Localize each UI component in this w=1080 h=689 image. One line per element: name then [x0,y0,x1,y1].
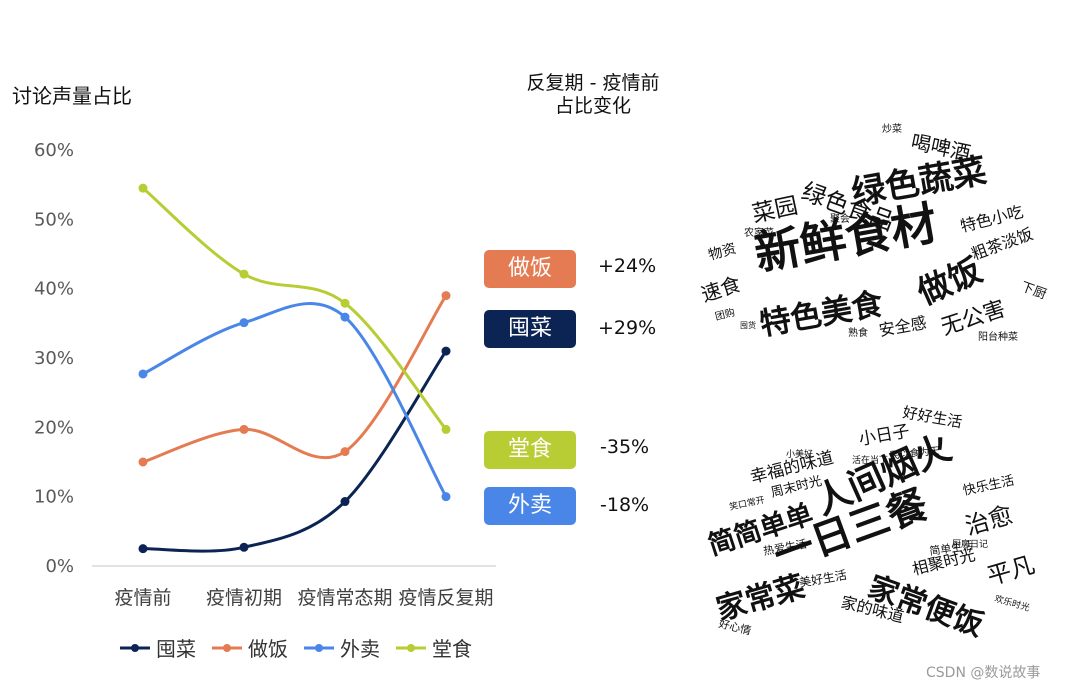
cloud-word: 囤货 [740,320,756,330]
change-panel-title: 反复期 - 疫情前 占比变化 [498,72,688,118]
word-cloud-top: 新鲜食材 绿色蔬菜 特色美食 做饭 绿色食品 喝啤酒 菜园 无公害 速食 特色小… [698,123,1049,343]
data-point [239,269,249,279]
legend-label: 囤菜 [156,637,196,661]
data-point [138,369,148,379]
legend-label: 堂食 [432,637,472,661]
cloud-word: 熟食 [848,326,868,339]
delta-takeout: -18% [600,494,650,516]
line-chart: 0% 10% 20% 30% 40% 50% 60% 疫情前 疫情初期 疫情常态期 疫情反复期 [34,140,496,609]
legend-item-dine-in: 堂食 [394,633,472,662]
y-axis-ticks: 0% 10% 20% 30% 40% 50% 60% [34,140,74,577]
y-axis-title: 讨论声量占比 [12,84,132,108]
cloud-word: 团购 [714,305,737,322]
data-point [340,497,350,507]
x-tick-label: 疫情常态期 [297,587,392,609]
legend-marker-icon [120,643,150,652]
watermark: CSDN @数说故事 [926,665,1041,681]
badge-dine-in: 堂食 [484,431,576,469]
cloud-word: 小美好 [786,448,813,460]
legend-label: 外卖 [340,637,380,661]
cloud-word: 安全感 [877,313,928,340]
data-point [340,447,350,457]
x-tick-label: 疫情前 [114,587,171,609]
cloud-word: 炒菜 [882,123,902,135]
cloud-word: 阳台种菜 [978,330,1018,343]
data-point [239,542,249,552]
delta-cooking: +24% [598,255,657,277]
data-point [441,492,451,502]
y-tick-label: 10% [34,487,74,508]
series-line [142,302,448,498]
cloud-word: 治愈 [962,501,1016,541]
cloud-word: 活在当下 [852,454,888,466]
series-line [142,186,448,431]
data-point [239,318,249,328]
change-title-line1: 反复期 - 疫情前 [526,72,660,94]
data-point [441,346,451,356]
cloud-word: 聚会 [830,212,850,225]
data-point [138,457,148,467]
cloud-word: 欢乐时光 [993,592,1031,613]
cloud-word: 笑口常开 [728,494,766,513]
data-point [340,312,350,322]
legend-marker-icon [212,643,242,652]
y-tick-label: 50% [34,209,74,230]
data-point [340,298,350,308]
word-cloud-bottom: 一日三餐 人间烟火 简简单单 家常菜 家常便饭 治愈 平凡 幸福的味道 小日子 … [704,403,1038,640]
cloud-word: 厨房日记 [952,538,988,550]
series-line [142,294,448,464]
badge-stockpiling: 囤菜 [484,310,576,348]
cloud-word: 好好生活 [901,403,963,431]
delta-dine-in: -35% [600,436,650,458]
series-lines [138,183,451,554]
legend-label: 做饭 [248,637,288,661]
legend-item-cooking: 做饭 [210,633,288,662]
cloud-word: 简单生活 [928,538,974,558]
chart-legend: 囤菜 做饭 外卖 堂食 [118,633,472,662]
y-tick-label: 40% [34,279,74,300]
data-point [441,424,451,434]
legend-item-takeout: 外卖 [302,633,380,662]
y-tick-label: 20% [34,417,74,438]
y-tick-label: 30% [34,348,74,369]
legend-marker-icon [396,643,426,652]
cloud-word: 快乐生活 [962,473,1016,498]
data-point [441,291,451,301]
legend-marker-icon [304,643,334,652]
x-tick-label: 疫情初期 [206,587,282,609]
cloud-word: 平凡 [984,551,1038,591]
x-tick-label: 疫情反复期 [398,587,493,609]
y-tick-label: 60% [34,140,74,161]
cloud-word: 农家菜 [744,226,774,239]
delta-stockpiling: +29% [598,317,657,339]
legend-item-stockpiling: 囤菜 [118,633,196,662]
x-axis-ticks: 疫情前 疫情初期 疫情常态期 疫情反复期 [114,587,493,609]
data-point [138,183,148,193]
data-point [239,424,249,434]
badge-takeout: 外卖 [484,487,576,525]
cloud-word: 下厨 [1019,280,1049,303]
y-tick-label: 0% [45,556,74,577]
series-line [142,350,448,553]
data-point [138,544,148,554]
cloud-word: 物资 [707,241,738,264]
change-title-line2: 占比变化 [554,95,631,117]
cloud-word: 速食 [698,272,743,307]
badge-cooking: 做饭 [484,250,576,288]
